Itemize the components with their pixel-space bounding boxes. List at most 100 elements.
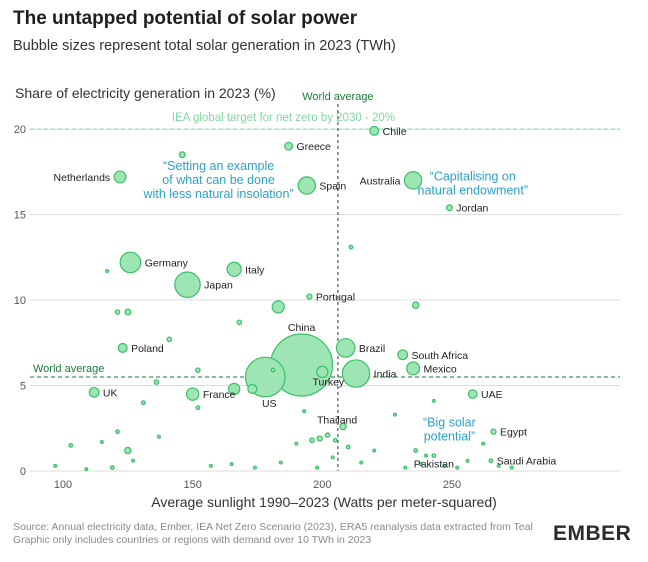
bubble bbox=[247, 383, 258, 394]
bubble-netherlands bbox=[113, 170, 127, 184]
y-tick-label: 15 bbox=[14, 210, 26, 222]
y-tick-label: 20 bbox=[14, 124, 26, 136]
bubble bbox=[418, 462, 423, 467]
bubble bbox=[68, 442, 74, 448]
annotation-2-line-1: potential” bbox=[424, 430, 475, 444]
bubble bbox=[166, 336, 173, 343]
country-label-us: US bbox=[262, 398, 277, 410]
country-label-uae: UAE bbox=[481, 389, 503, 401]
country-label-egypt: Egypt bbox=[500, 427, 527, 439]
bubble bbox=[252, 465, 257, 470]
source-line-2: Graphic only includes countries or regio… bbox=[13, 534, 372, 546]
y-tick-label: 0 bbox=[20, 466, 26, 478]
ember-logo: EMBER bbox=[553, 522, 632, 545]
country-label-india: India bbox=[374, 369, 397, 381]
bubble-uae bbox=[467, 389, 478, 399]
bubble bbox=[114, 309, 121, 315]
annotation-0-line-1: of what can be done bbox=[162, 173, 275, 187]
bubble-chart: 0 5 10 15 20 100 150 200 250 IEA global target fo… bbox=[14, 91, 620, 491]
bubble-jordan bbox=[445, 204, 453, 212]
bubble bbox=[309, 437, 315, 444]
target-label: IEA global target for net zero by 2030 -… bbox=[172, 112, 395, 124]
country-label-japan: Japan bbox=[204, 280, 233, 292]
bubble bbox=[208, 463, 213, 468]
bubble bbox=[195, 367, 201, 373]
bubble-saudi-arabia bbox=[488, 458, 494, 464]
bubble bbox=[278, 460, 283, 465]
chart-title: The untapped potential of solar power bbox=[13, 8, 358, 29]
y-tick-label: 5 bbox=[20, 381, 26, 393]
bubble bbox=[315, 465, 320, 470]
bubble bbox=[372, 448, 377, 453]
country-label-poland: Poland bbox=[131, 343, 164, 355]
country-label-italy: Italy bbox=[245, 264, 265, 276]
bubble bbox=[359, 460, 364, 465]
y-axis-label: Share of electricity generation in 2023 … bbox=[15, 85, 276, 101]
bubble bbox=[332, 437, 338, 443]
bubble-greece bbox=[284, 141, 294, 151]
bubble bbox=[124, 308, 132, 316]
bubble bbox=[229, 462, 234, 467]
country-label-germany: Germany bbox=[145, 257, 189, 269]
bubble-south-africa bbox=[397, 349, 409, 361]
bubble bbox=[227, 382, 241, 396]
world-average-label-y: World average bbox=[33, 363, 104, 375]
country-label-australia: Australia bbox=[360, 175, 401, 187]
bubble bbox=[84, 467, 89, 472]
bubble bbox=[131, 458, 136, 463]
bubble-uk bbox=[88, 386, 100, 398]
bubble bbox=[324, 432, 331, 438]
bubble bbox=[392, 412, 397, 417]
bubble bbox=[53, 463, 58, 468]
bubble-italy bbox=[226, 261, 242, 277]
bubble bbox=[105, 268, 110, 273]
country-label-turkey: Turkey bbox=[312, 376, 344, 388]
x-tick-label: 250 bbox=[443, 479, 461, 491]
bubble-turkey bbox=[316, 365, 329, 379]
bubble bbox=[348, 244, 354, 250]
country-label-netherlands: Netherlands bbox=[54, 172, 111, 184]
bubble bbox=[442, 463, 447, 468]
bubble bbox=[99, 439, 104, 444]
bubble bbox=[403, 465, 408, 470]
annotation-2-line-0: “Big solar bbox=[423, 416, 476, 430]
x-tick-label: 100 bbox=[54, 479, 72, 491]
bubble bbox=[302, 409, 307, 414]
country-label-portugal: Portugal bbox=[316, 292, 355, 304]
bubble-germany bbox=[119, 251, 142, 274]
bubble bbox=[115, 429, 120, 435]
bubble-spain bbox=[297, 176, 316, 195]
bubble-brazil bbox=[335, 338, 356, 358]
source-note: Source: Annual electricity data, Ember, … bbox=[13, 521, 533, 547]
x-tick-label: 150 bbox=[183, 479, 201, 491]
bubble bbox=[413, 448, 419, 453]
bubble bbox=[153, 379, 160, 385]
bubble-japan bbox=[174, 271, 201, 298]
bubble bbox=[156, 434, 161, 439]
annotation-0-line-0: “Setting an example bbox=[163, 159, 274, 173]
bubble bbox=[124, 446, 132, 455]
world-average-label-x: World average bbox=[302, 91, 373, 103]
bubble bbox=[294, 441, 299, 446]
bubble bbox=[178, 151, 186, 159]
bubble bbox=[465, 458, 470, 463]
country-label-greece: Greece bbox=[296, 141, 331, 153]
bubble-australia bbox=[403, 171, 423, 190]
bubble bbox=[140, 400, 146, 406]
bubble bbox=[109, 465, 115, 470]
bubble-poland bbox=[117, 342, 128, 353]
chart-subtitle: Bubble sizes represent total solar gener… bbox=[13, 38, 396, 54]
country-label-pakistan: Pakistan bbox=[414, 458, 454, 470]
bubble bbox=[316, 435, 323, 442]
annotation-1-line-1: natural endowment” bbox=[418, 183, 528, 197]
bubble-egypt bbox=[490, 428, 497, 435]
country-label-thailand: Thailand bbox=[317, 415, 357, 427]
country-label-jordan: Jordan bbox=[456, 203, 488, 215]
bubble bbox=[496, 463, 501, 468]
bubble bbox=[330, 455, 335, 460]
bubble-pakistan bbox=[431, 453, 437, 459]
source-line-1: Source: Annual electricity data, Ember, … bbox=[13, 521, 533, 533]
bubble bbox=[195, 405, 201, 411]
bubble-thailand bbox=[339, 422, 347, 431]
bubble bbox=[509, 465, 514, 470]
